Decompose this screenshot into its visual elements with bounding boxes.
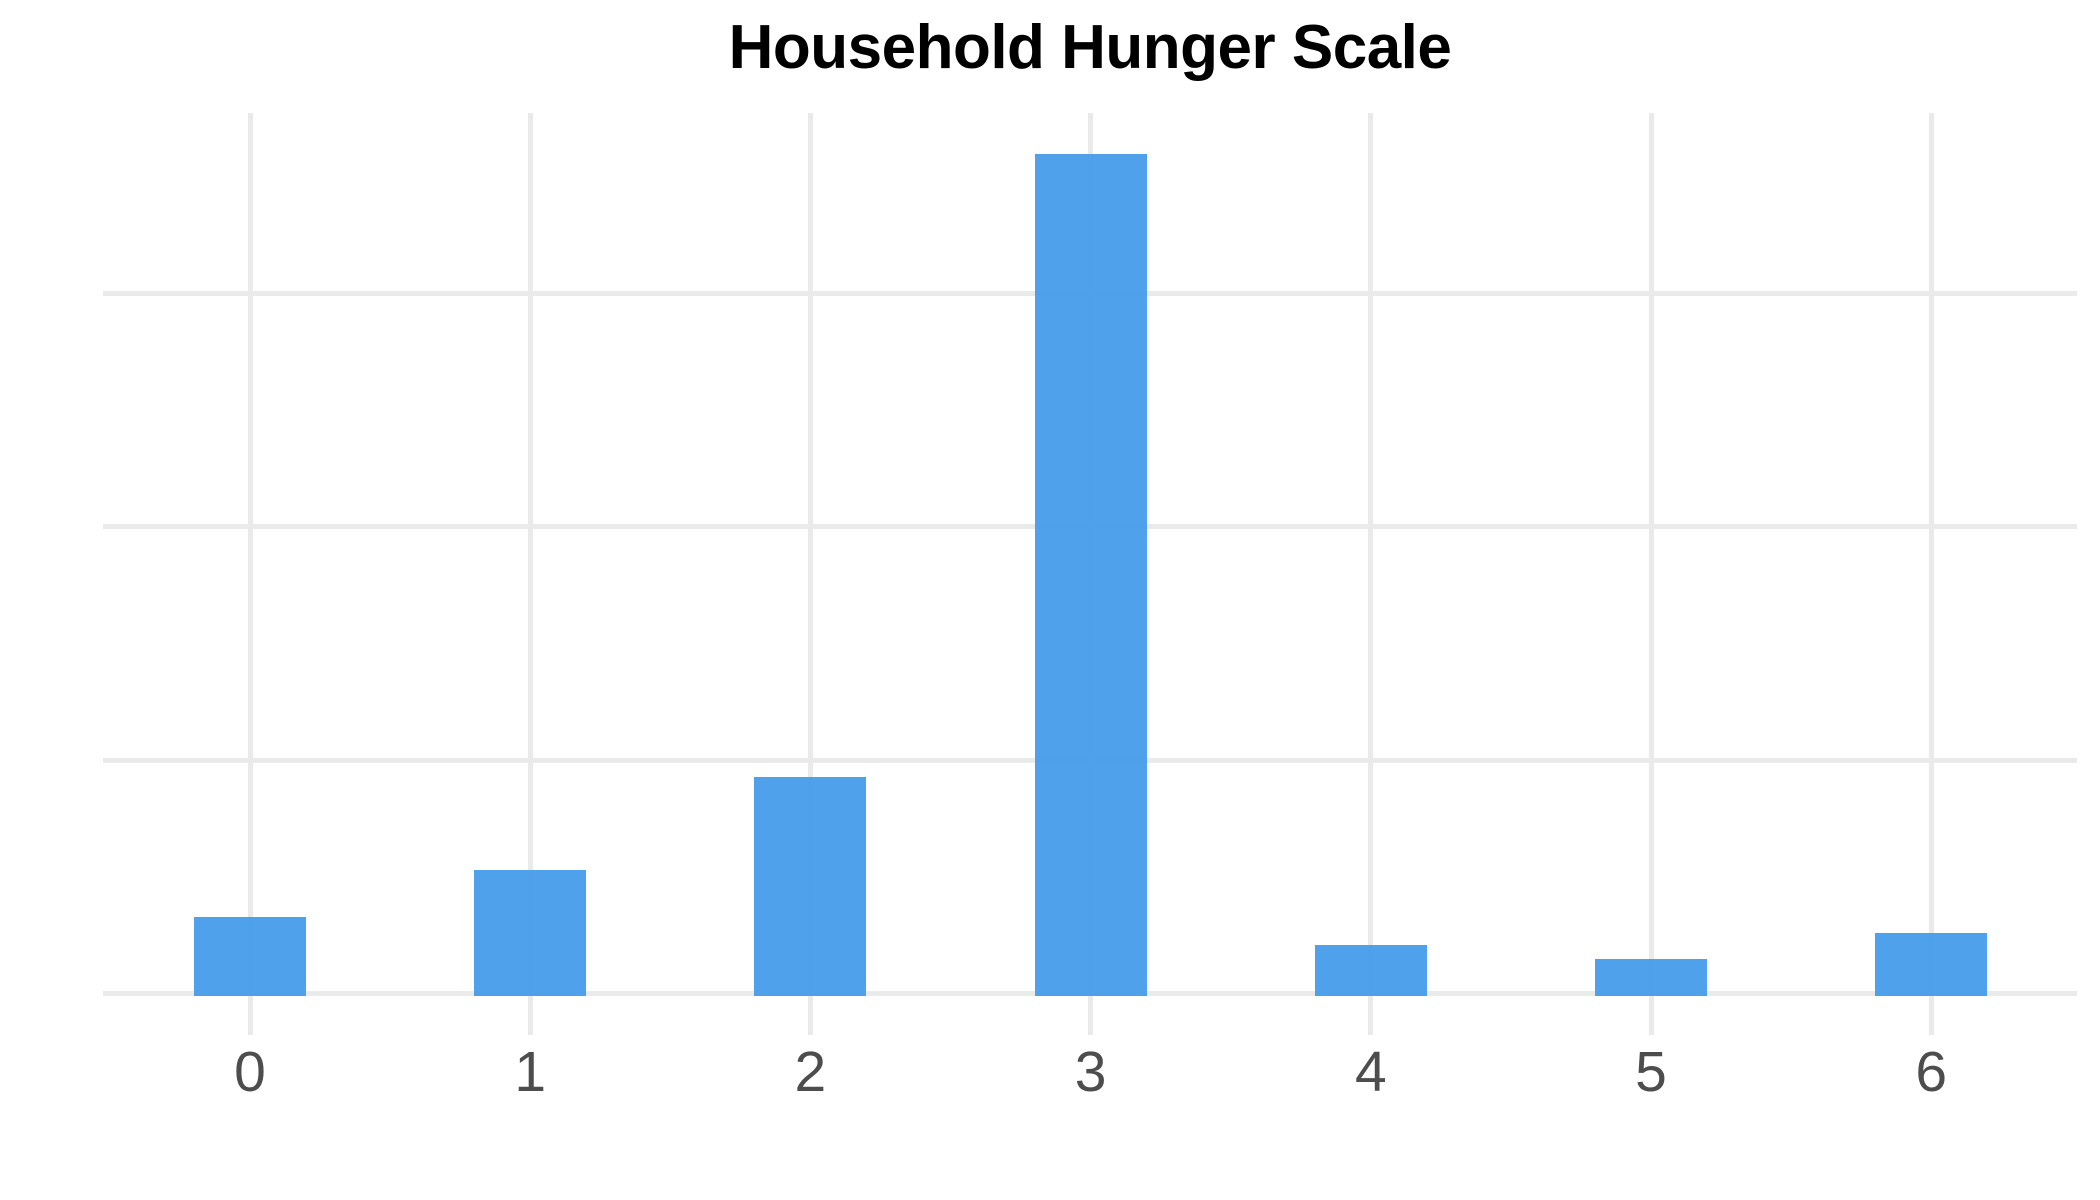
x-gridline bbox=[247, 113, 253, 1035]
x-gridline bbox=[1368, 113, 1374, 1035]
bar-category-0 bbox=[194, 916, 306, 996]
x-tick-label: 2 bbox=[794, 1040, 827, 1104]
x-tick-label: 1 bbox=[514, 1040, 547, 1104]
bar-category-6 bbox=[1875, 933, 1988, 996]
x-tick-label: 4 bbox=[1354, 1040, 1387, 1104]
x-tick-label: 0 bbox=[234, 1040, 266, 1104]
x-gridline bbox=[1928, 113, 1934, 1035]
bar-category-5 bbox=[1595, 958, 1707, 996]
x-gridline bbox=[807, 113, 813, 1035]
bar-category-1 bbox=[474, 870, 587, 996]
x-gridline bbox=[1648, 113, 1654, 1035]
x-tick-label: 5 bbox=[1635, 1040, 1667, 1104]
x-gridline bbox=[527, 113, 533, 1035]
bar-category-2 bbox=[754, 776, 867, 996]
bar-category-4 bbox=[1314, 944, 1427, 996]
chart-title: Household Hunger Scale bbox=[728, 13, 1452, 82]
bar-category-3 bbox=[1034, 153, 1147, 996]
x-tick-label: 3 bbox=[1074, 1040, 1107, 1104]
x-tick-label: 6 bbox=[1915, 1040, 1948, 1104]
